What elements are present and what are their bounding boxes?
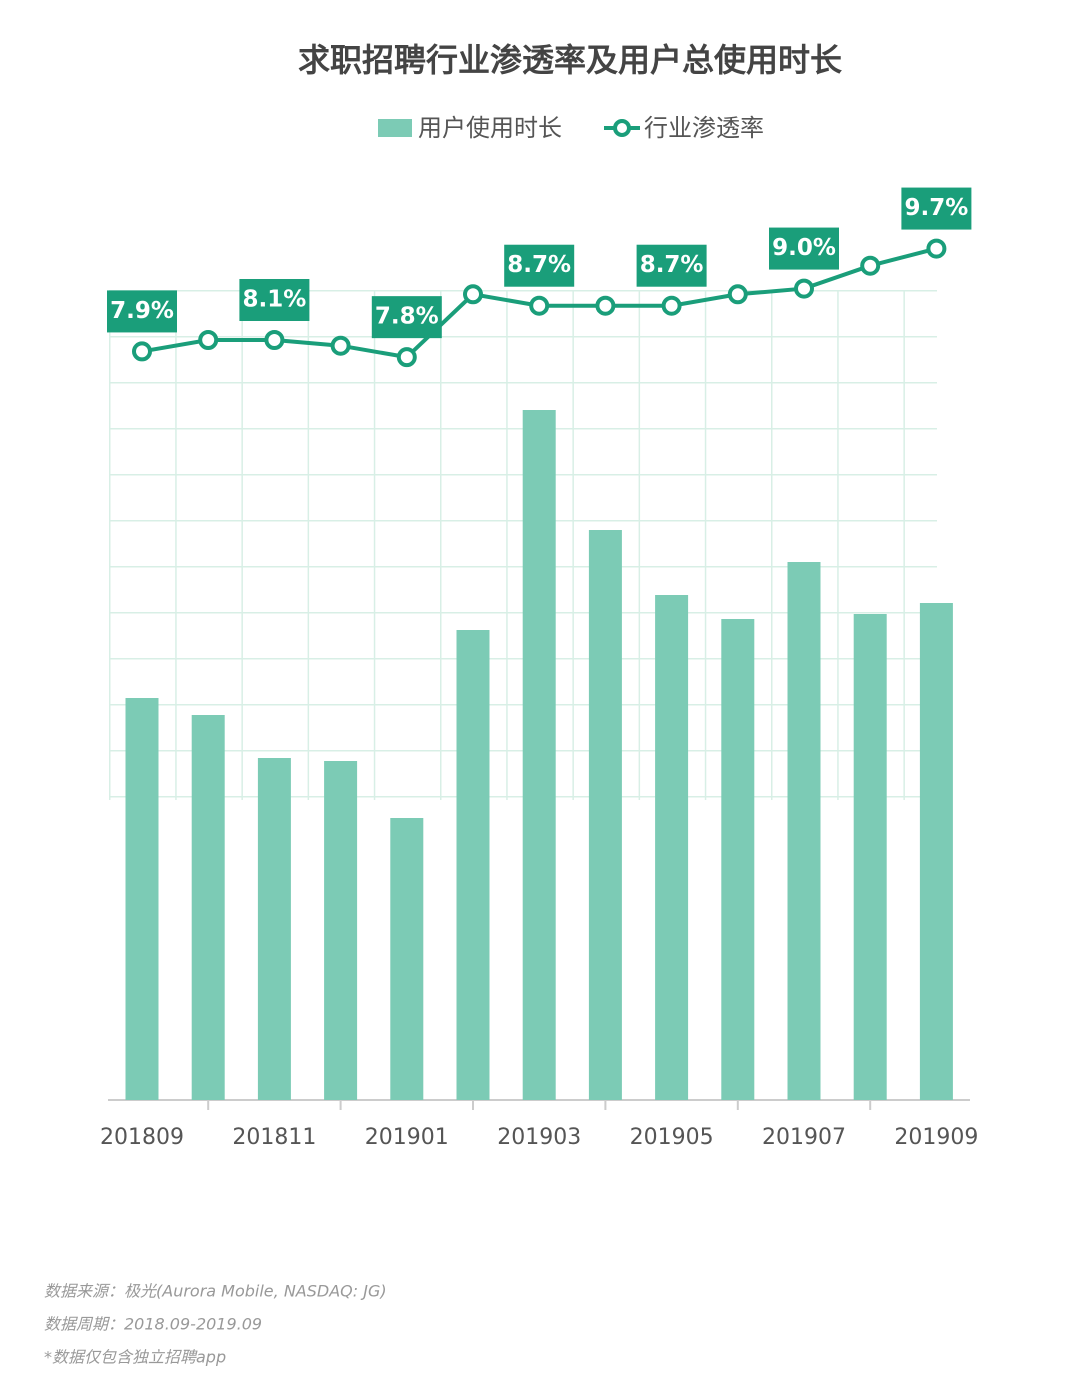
data-label: 9.7% — [905, 195, 969, 221]
data-label: 8.7% — [507, 252, 571, 278]
bar — [721, 619, 755, 1100]
chart-title: 求职招聘行业渗透率及用户总使用时长 — [298, 41, 842, 79]
legend-swatch — [378, 119, 412, 137]
x-tick-label: 201907 — [762, 1125, 846, 1150]
point — [860, 255, 881, 276]
bar — [588, 530, 622, 1100]
point — [529, 295, 550, 316]
x-tick-label: 201901 — [365, 1125, 449, 1150]
label-box — [636, 244, 707, 287]
bar — [787, 562, 821, 1100]
note: 数据来源：极光(Aurora Mobile, NASDAQ: JG) — [44, 1282, 387, 1301]
point — [661, 295, 682, 316]
note: 数据周期：2018.09-2019.09 — [44, 1315, 262, 1334]
bar — [522, 410, 556, 1100]
point — [727, 284, 748, 305]
point — [595, 295, 616, 316]
data-label: 7.9% — [110, 298, 174, 324]
point — [926, 238, 947, 259]
bar — [324, 761, 358, 1100]
data-label: 8.1% — [243, 287, 307, 313]
label-box — [371, 296, 442, 339]
label-box — [769, 227, 839, 270]
point — [132, 341, 152, 362]
label-box — [107, 290, 177, 333]
x-tick-label: 201903 — [497, 1125, 581, 1150]
bar — [257, 758, 291, 1100]
label-box — [504, 244, 575, 287]
data-label: 9.0% — [772, 235, 836, 261]
x-tick-label: 201809 — [100, 1125, 184, 1150]
legend-label: 用户使用时长 — [418, 114, 562, 142]
bar — [655, 595, 689, 1100]
note: *数据仅包含独立招聘app — [44, 1348, 226, 1367]
label-box — [901, 187, 972, 230]
bar — [919, 603, 953, 1100]
notes: 数据来源：极光(Aurora Mobile, NASDAQ: JG) 数据周期：… — [44, 1282, 387, 1367]
legend-swatch — [613, 119, 631, 137]
point — [396, 347, 417, 368]
label-box — [239, 279, 310, 321]
legend-label: 行业渗透率 — [644, 114, 764, 142]
point — [794, 278, 814, 299]
bar — [456, 630, 490, 1100]
point — [198, 330, 219, 350]
x-tick-label: 201811 — [232, 1125, 316, 1150]
bar — [853, 614, 887, 1100]
bar — [191, 715, 225, 1100]
point — [463, 284, 483, 305]
bar — [125, 698, 159, 1100]
bar — [390, 818, 424, 1100]
x-tick-label: 201909 — [894, 1125, 978, 1150]
point — [330, 335, 351, 356]
point — [264, 330, 285, 350]
data-label: 8.7% — [640, 252, 704, 278]
x-tick-label: 201905 — [630, 1125, 714, 1150]
data-label: 7.8% — [375, 304, 439, 330]
